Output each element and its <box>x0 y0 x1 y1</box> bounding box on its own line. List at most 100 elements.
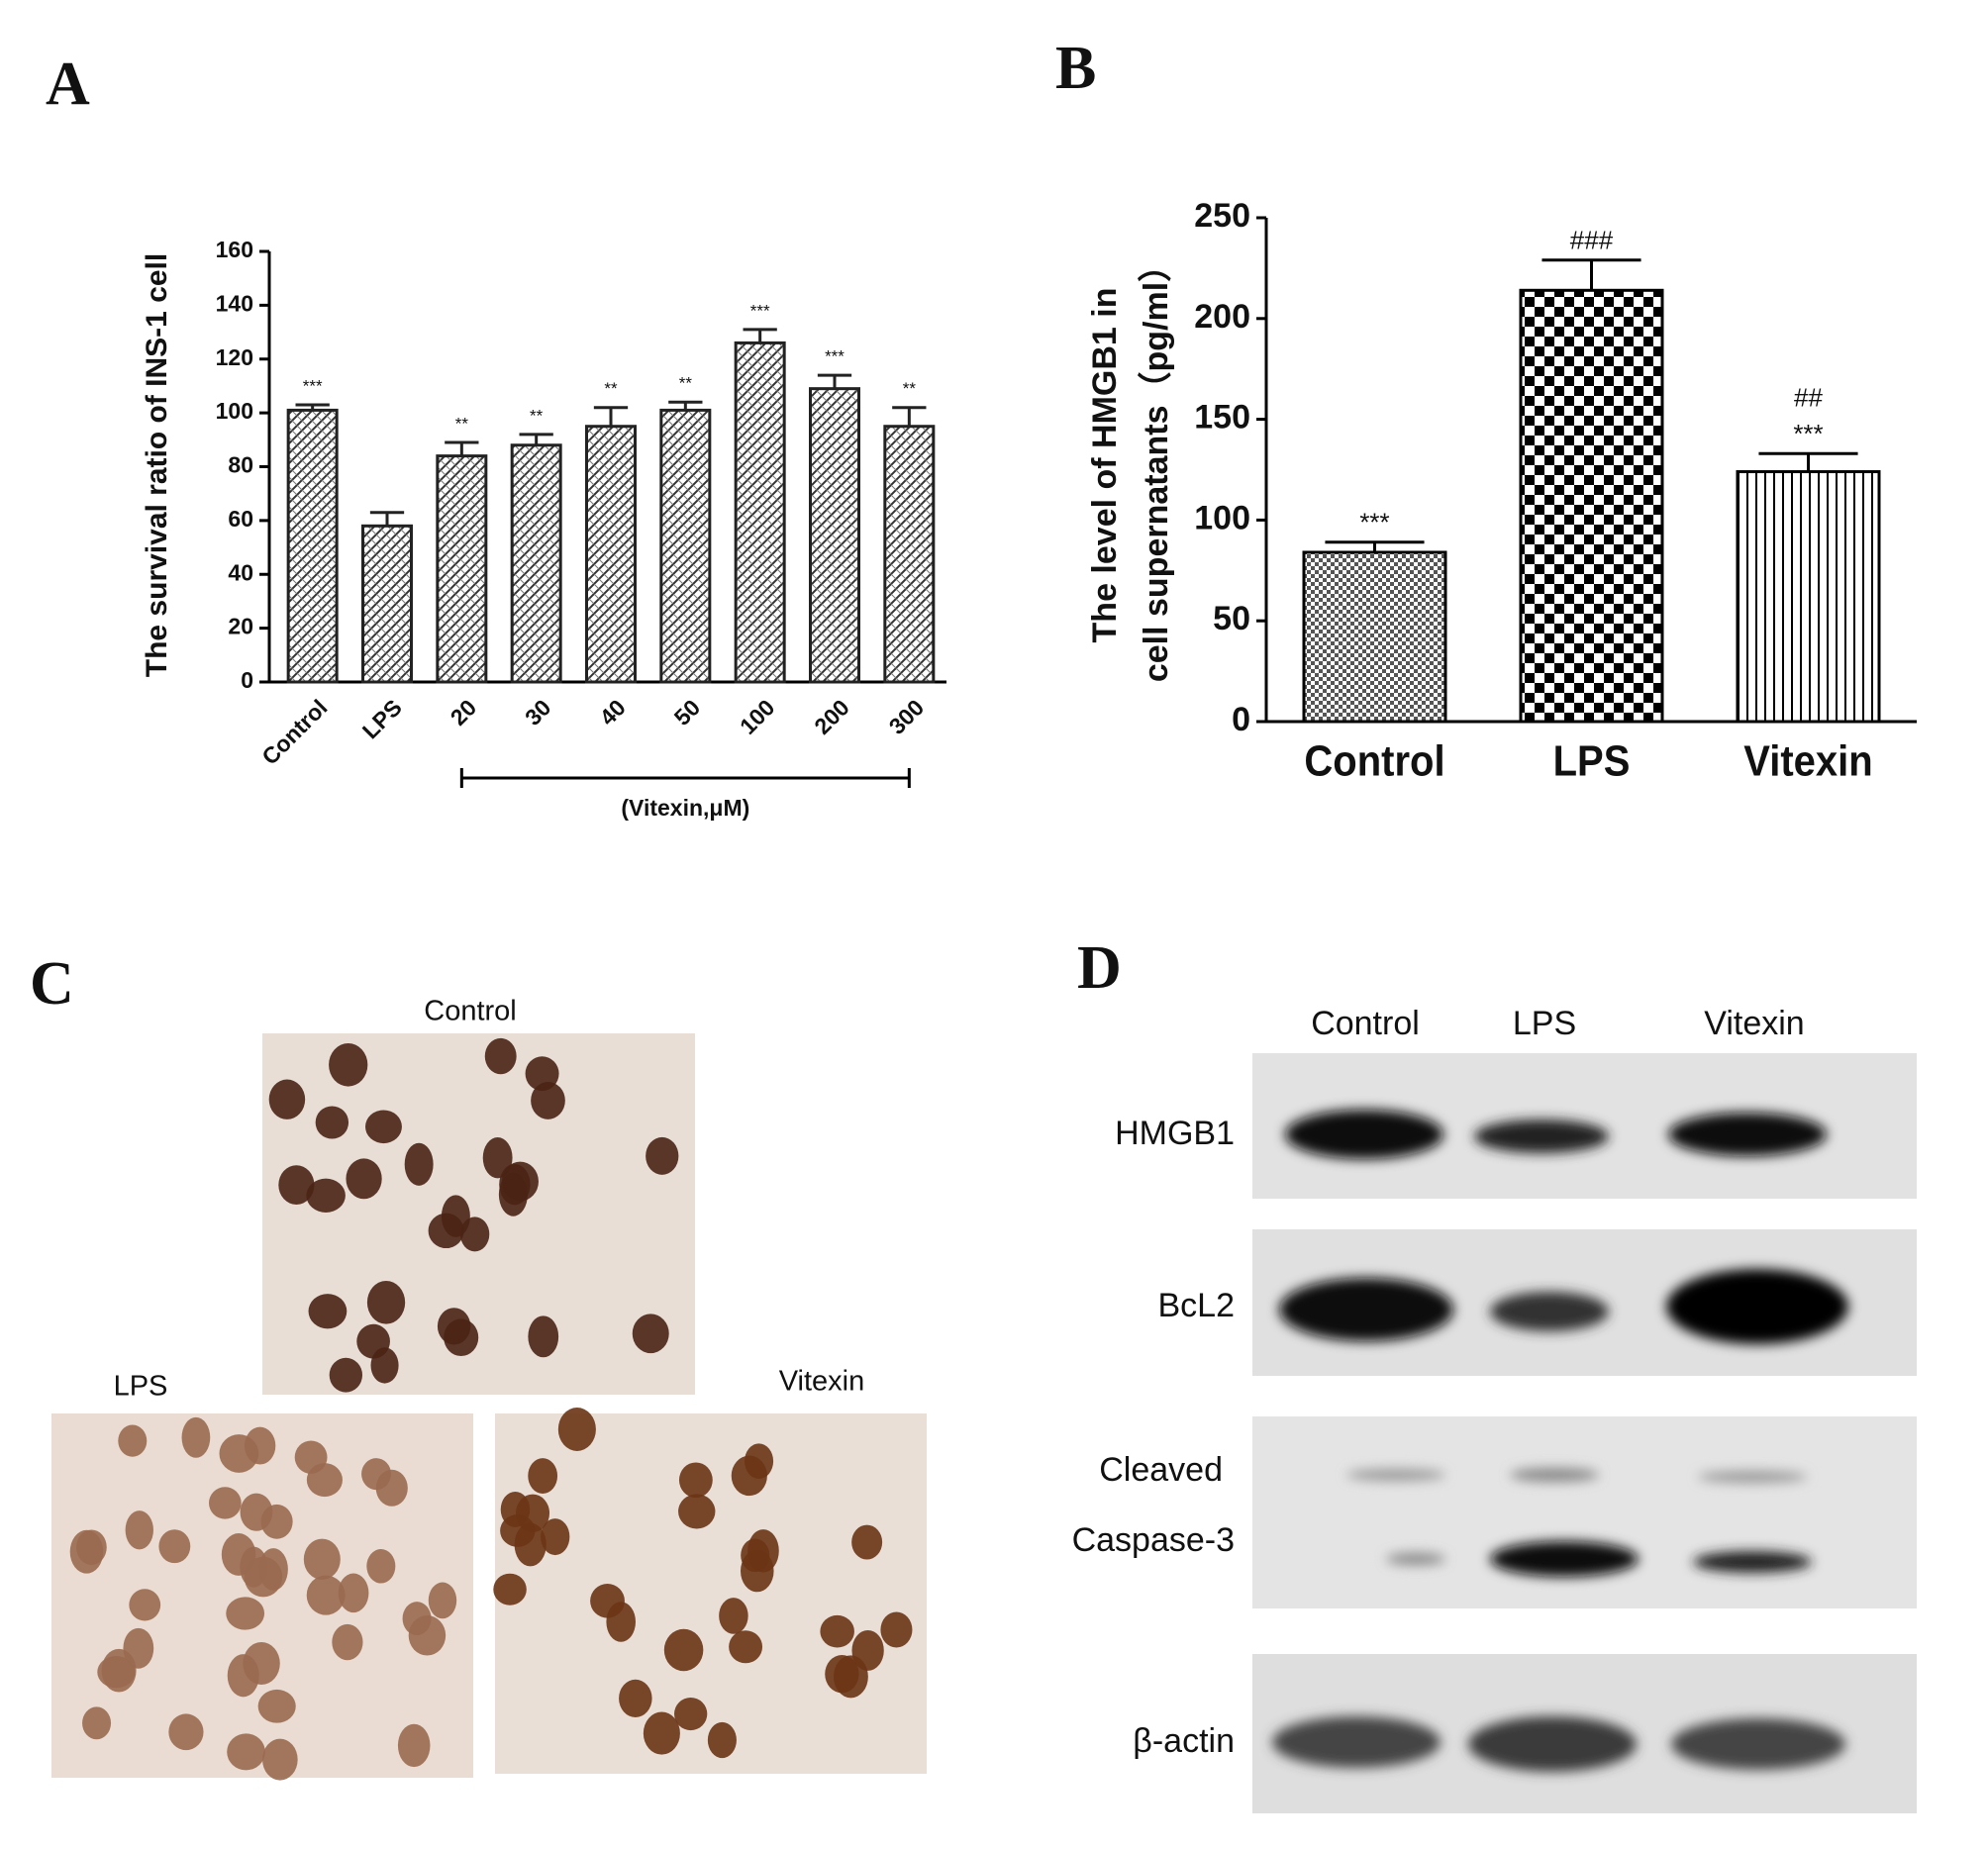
cell <box>646 1136 679 1175</box>
bar <box>883 425 936 684</box>
cell <box>643 1711 680 1755</box>
cell <box>82 1706 112 1740</box>
cell <box>482 1137 513 1179</box>
x-tick-label: 300 <box>884 694 930 739</box>
error-bar <box>1325 540 1425 552</box>
error-bar <box>593 406 629 427</box>
band <box>1474 1119 1609 1153</box>
bar <box>361 524 413 684</box>
error-bar <box>519 433 553 445</box>
x-tick-label: 20 <box>446 694 481 730</box>
cell <box>181 1416 211 1458</box>
band <box>1468 1716 1637 1772</box>
cell <box>243 1642 280 1686</box>
cell <box>365 1110 402 1144</box>
band <box>1671 1718 1845 1770</box>
y-tick-label: 80 <box>228 452 253 478</box>
micrographs <box>51 1033 927 1781</box>
band <box>1272 1716 1441 1768</box>
cell <box>306 1178 346 1213</box>
cell <box>125 1510 153 1550</box>
x-tick-label: LPS <box>357 694 407 743</box>
significance: *** <box>750 301 770 320</box>
band <box>1490 1292 1609 1331</box>
cell <box>262 1738 298 1781</box>
bar <box>585 425 637 684</box>
bar <box>1302 550 1447 724</box>
lane-label: LPS <box>1513 1005 1576 1042</box>
y-tick-label: 160 <box>216 237 253 262</box>
cell <box>303 1538 341 1580</box>
cell <box>444 1318 479 1357</box>
cell <box>278 1165 315 1205</box>
cell <box>880 1611 913 1648</box>
cell <box>632 1314 669 1354</box>
y-axis-label: The survival ratio of INS-1 cell <box>141 253 173 677</box>
error-bar <box>817 373 852 389</box>
error-bar <box>1758 451 1858 472</box>
cell <box>221 1533 256 1576</box>
bar <box>809 387 860 684</box>
band <box>1386 1553 1445 1565</box>
cell <box>528 1458 558 1495</box>
significance: ** <box>530 406 544 425</box>
y-tick-label: 60 <box>228 506 253 532</box>
x-tick-label: Vitexin <box>1743 736 1872 785</box>
row-label: Caspase-3 <box>1072 1521 1235 1559</box>
cell <box>168 1713 204 1751</box>
cell <box>227 1733 265 1771</box>
significance: *** <box>303 376 323 395</box>
band <box>1285 1110 1443 1159</box>
cell <box>484 1037 517 1075</box>
error-bar <box>295 403 330 411</box>
cell <box>619 1679 652 1717</box>
y-tick-label: 140 <box>216 290 253 316</box>
error-bar <box>445 440 479 456</box>
cell <box>329 1357 363 1393</box>
cell <box>306 1575 346 1615</box>
bar <box>286 408 339 684</box>
bar <box>1736 470 1881 724</box>
cell <box>851 1630 884 1671</box>
band <box>1490 1541 1639 1577</box>
cell <box>590 1584 625 1618</box>
cell <box>557 1408 596 1451</box>
cell <box>268 1079 306 1119</box>
cell <box>209 1487 242 1519</box>
band <box>1698 1471 1807 1483</box>
x-tick-label: 30 <box>520 694 555 730</box>
cell <box>404 1142 434 1186</box>
cell <box>397 1723 431 1768</box>
significance: ** <box>903 379 917 398</box>
y-tick-label: 100 <box>216 398 253 424</box>
error-bar <box>369 511 405 527</box>
significance: ** <box>455 415 469 434</box>
cell <box>729 1630 763 1664</box>
x-tick-label: 40 <box>594 694 630 730</box>
row-label: β-actin <box>1133 1722 1235 1760</box>
x-tick-label: 100 <box>735 694 780 739</box>
cell <box>498 1172 528 1216</box>
cell <box>678 1462 713 1499</box>
cell <box>493 1573 527 1606</box>
micrograph <box>495 1413 927 1774</box>
significance: ## <box>1794 383 1823 413</box>
cell <box>719 1598 748 1634</box>
cell <box>516 1494 550 1532</box>
cell <box>731 1455 767 1497</box>
y-axis-label: The level of HMGB1 in <box>1086 288 1124 643</box>
y-tick-label: 0 <box>241 667 253 693</box>
panel-label: B <box>1055 35 1096 102</box>
cell <box>257 1689 296 1723</box>
image-label: Control <box>424 996 517 1027</box>
band <box>1510 1468 1599 1482</box>
cell <box>851 1524 883 1560</box>
cell <box>158 1529 191 1564</box>
y-tick-label: 100 <box>1194 499 1250 536</box>
significance: ### <box>1570 226 1614 255</box>
x-tick-label: Control <box>1304 736 1444 785</box>
cell <box>129 1589 161 1621</box>
significance: ** <box>604 379 618 398</box>
image-label: LPS <box>114 1371 168 1403</box>
significance: *** <box>825 347 845 366</box>
